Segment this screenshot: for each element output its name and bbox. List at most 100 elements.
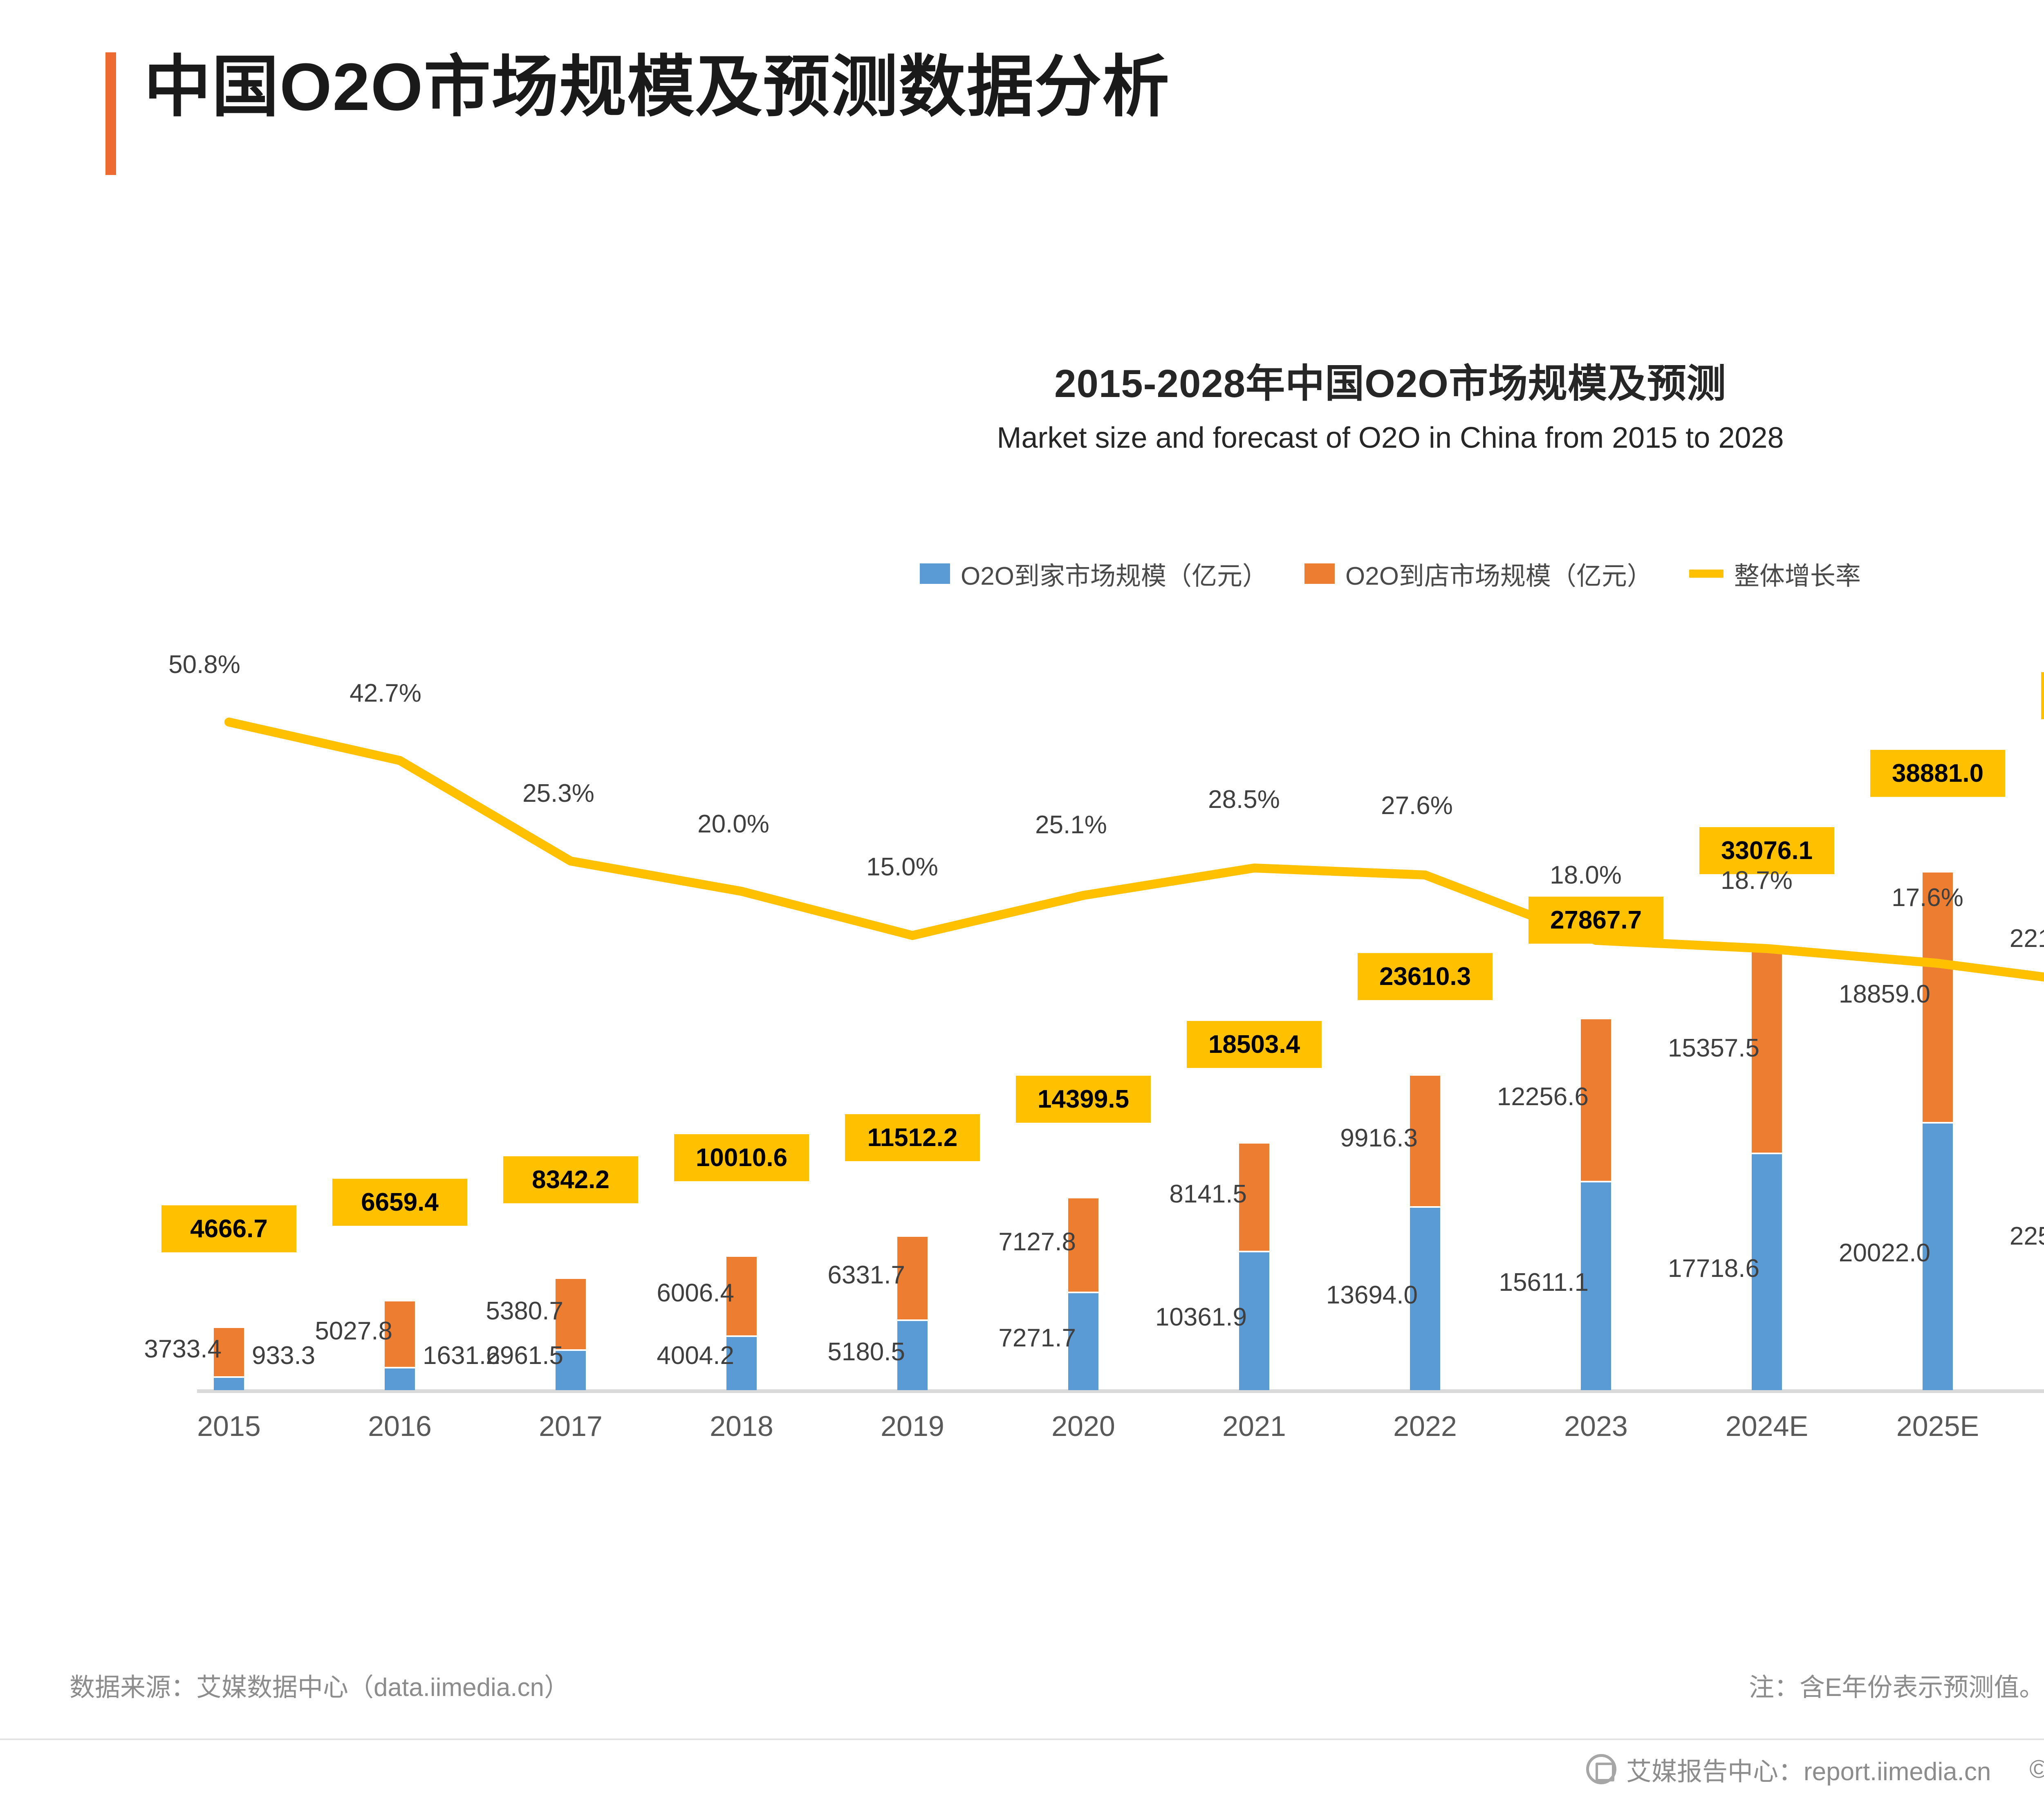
legend-item-growth[interactable]: 整体增长率: [1689, 555, 1861, 592]
home-value-2016: 1631.6: [423, 1341, 500, 1370]
home-value-2022: 13694.0: [1326, 1281, 1418, 1310]
x-axis-label-2025E: 2025E: [1896, 1410, 1979, 1442]
growth-rate-label-2019: 15.0%: [866, 853, 938, 881]
x-axis-label-2016: 2016: [368, 1410, 432, 1442]
growth-rate-label-2023: 18.0%: [1550, 861, 1622, 889]
bar-column-2018[interactable]: [726, 1257, 757, 1390]
total-badge-2015: 4666.7: [161, 1205, 296, 1253]
x-axis-label-2021: 2021: [1222, 1410, 1286, 1442]
bar-segment-store[interactable]: [1752, 949, 1782, 1153]
bar-segment-home[interactable]: [1239, 1252, 1269, 1390]
bar-column-2017[interactable]: [556, 1279, 586, 1390]
store-value-2026E: 22178.2: [2009, 924, 2044, 953]
growth-rate-label-2024E: 18.7%: [1721, 866, 1793, 895]
growth-rate-label-2018: 20.0%: [697, 810, 769, 838]
home-value-2025E: 20022.0: [1838, 1238, 1930, 1267]
legend-swatch-store: [1304, 563, 1335, 584]
report-center-icon: [1586, 1754, 1616, 1784]
store-value-2019: 6331.7: [827, 1261, 905, 1290]
forecast-note: 注：含E年份表示预测值。: [1749, 1673, 2044, 1702]
bar-segment-store[interactable]: [385, 1301, 415, 1367]
bar-segment-home[interactable]: [214, 1377, 244, 1390]
growth-rate-label-2020: 25.1%: [1035, 811, 1107, 839]
footer-bar: 艾媒报告中心：report.iimedia.cn ©2024 iiMedia R…: [1586, 1751, 2044, 1788]
legend-swatch-home: [920, 563, 950, 584]
total-badge-2026E: 44703.0: [2041, 672, 2044, 720]
bar-segment-home[interactable]: [726, 1337, 757, 1390]
store-value-2015: 3733.4: [144, 1335, 222, 1363]
store-value-2017: 5380.7: [486, 1297, 563, 1325]
store-value-2020: 7127.8: [998, 1228, 1076, 1256]
home-value-2024E: 17718.6: [1667, 1254, 1759, 1283]
x-axis-label-2020: 2020: [1051, 1410, 1115, 1442]
home-value-2019: 5180.5: [827, 1337, 905, 1366]
growth-rate-label-2022: 27.6%: [1381, 792, 1453, 820]
home-value-2017: 2961.5: [486, 1341, 563, 1370]
bar-segment-store[interactable]: [1239, 1144, 1269, 1251]
bar-column-2020[interactable]: [1068, 1198, 1098, 1390]
data-source: 数据来源：艾媒数据中心（data.iimedia.cn）: [69, 1673, 570, 1702]
bar-segment-home[interactable]: [1410, 1208, 1440, 1390]
store-value-2016: 5027.8: [315, 1317, 392, 1345]
bar-segment-store[interactable]: [1068, 1198, 1098, 1292]
store-value-2018: 6006.4: [657, 1279, 734, 1307]
total-badge-2024E: 33076.1: [1699, 827, 1834, 874]
bar-column-2015[interactable]: [214, 1328, 244, 1390]
bar-column-2016[interactable]: [385, 1301, 415, 1390]
legend-label-growth: 整体增长率: [1734, 562, 1861, 590]
legend-swatch-growth: [1689, 570, 1724, 578]
bar-column-2019[interactable]: [897, 1237, 928, 1390]
bar-segment-store[interactable]: [897, 1237, 928, 1320]
footer-divider: [0, 1738, 2044, 1740]
growth-rate-label-2021: 28.5%: [1208, 785, 1280, 814]
report-center-link[interactable]: 艾媒报告中心：report.iimedia.cn: [1626, 1758, 1991, 1786]
bar-column-2021[interactable]: [1239, 1144, 1269, 1390]
bar-segment-home[interactable]: [1923, 1123, 1953, 1390]
home-value-2026E: 22524.8: [2009, 1222, 2044, 1251]
store-value-2024E: 15357.5: [1667, 1034, 1759, 1062]
growth-rate-label-2015: 50.8%: [168, 651, 240, 679]
total-badge-2022: 23610.3: [1358, 953, 1493, 1000]
bar-segment-store[interactable]: [1923, 872, 1953, 1122]
bar-segment-home[interactable]: [1581, 1182, 1611, 1390]
bar-segment-home[interactable]: [1752, 1154, 1782, 1390]
bar-segment-store[interactable]: [214, 1328, 244, 1376]
x-axis-label-2024E: 2024E: [1725, 1410, 1809, 1442]
chart-title: 2015-2028年中国O2O市场规模及预测: [1054, 362, 1726, 406]
home-value-2021: 10361.9: [1155, 1303, 1247, 1332]
legend-label-home: O2O到家市场规模（亿元）: [961, 562, 1268, 590]
x-axis-label-2018: 2018: [710, 1410, 773, 1442]
legend-item-store[interactable]: O2O到店市场规模（亿元）: [1304, 555, 1652, 592]
total-badge-2017: 8342.2: [503, 1156, 638, 1204]
total-badge-2020: 14399.5: [1016, 1076, 1151, 1123]
store-value-2021: 8141.5: [1169, 1180, 1247, 1208]
bar-segment-store[interactable]: [556, 1279, 586, 1349]
growth-rate-label-2016: 42.7%: [350, 679, 421, 707]
x-axis-line: [197, 1389, 2044, 1393]
bar-column-2025E[interactable]: [1923, 872, 1953, 1390]
store-value-2023: 12256.6: [1497, 1083, 1589, 1111]
x-axis-label-2015: 2015: [197, 1410, 261, 1442]
total-badge-2025E: 38881.0: [1870, 749, 2005, 797]
bar-segment-store[interactable]: [1581, 1019, 1611, 1181]
store-value-2025E: 18859.0: [1838, 980, 1930, 1008]
legend-label-store: O2O到店市场规模（亿元）: [1345, 562, 1652, 590]
bar-column-2023[interactable]: [1581, 1019, 1611, 1390]
bar-segment-home[interactable]: [556, 1350, 586, 1390]
bar-column-2024E[interactable]: [1752, 949, 1782, 1390]
growth-rate-polyline: [224, 718, 2044, 982]
slide-header: 中国O2O市场规模及预测数据分析 艾媒咨询 iiMedia Research: [0, 0, 2044, 229]
x-axis-label-2017: 2017: [539, 1410, 603, 1442]
bar-segment-store[interactable]: [1410, 1076, 1440, 1207]
title-accent-bar: [105, 52, 116, 175]
home-value-2020: 7271.7: [998, 1323, 1076, 1352]
bar-column-2022[interactable]: [1410, 1076, 1440, 1390]
bar-segment-home[interactable]: [1068, 1293, 1098, 1390]
bar-segment-home[interactable]: [385, 1368, 415, 1390]
legend-item-home[interactable]: O2O到家市场规模（亿元）: [920, 555, 1268, 592]
home-value-2015: 933.3: [252, 1341, 316, 1370]
bar-segment-store[interactable]: [726, 1257, 757, 1335]
bar-segment-home[interactable]: [897, 1321, 928, 1390]
